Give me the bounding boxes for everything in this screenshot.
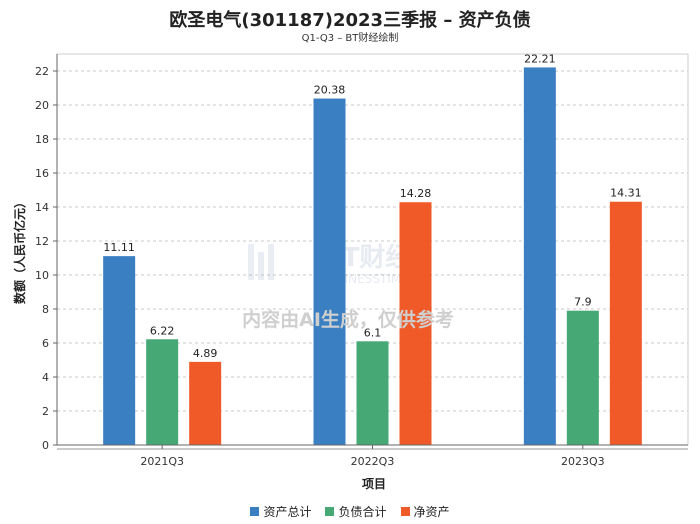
data-label: 4.89 <box>193 347 218 360</box>
y-tick-label: 10 <box>35 269 49 282</box>
y-tick-label: 12 <box>35 235 49 248</box>
legend-item: 净资产 <box>400 503 450 520</box>
legend-item: 资产总计 <box>250 503 311 520</box>
legend-swatch <box>400 507 410 516</box>
data-label: 20.38 <box>314 84 346 97</box>
data-label: 14.31 <box>610 187 642 200</box>
y-tick-label: 18 <box>35 133 49 146</box>
legend-label: 负债合计 <box>338 505 387 519</box>
x-tick-label: 2023Q3 <box>561 455 605 468</box>
bar <box>189 361 222 445</box>
x-tick-label: 2022Q3 <box>351 455 395 468</box>
y-tick-label: 16 <box>35 167 49 180</box>
bar <box>313 98 346 445</box>
data-label: 6.1 <box>364 326 382 339</box>
data-label: 7.9 <box>574 296 592 309</box>
y-tick-label: 14 <box>35 201 49 214</box>
bar <box>523 67 556 446</box>
y-tick-label: 2 <box>42 405 49 418</box>
y-tick-label: 20 <box>35 99 49 112</box>
bar <box>566 310 599 445</box>
y-tick-label: 22 <box>35 65 49 78</box>
value-labels: 11.11 6.22 4.89 20.38 6.1 14.28 22.21 7.9 14.31 <box>103 52 641 359</box>
bar <box>609 201 642 445</box>
bar-chart: BT财经 BUSINESSTIMES 11.116.224.8920.386.1… <box>12 52 689 491</box>
legend-swatch <box>325 507 335 516</box>
y-tick-label: 0 <box>42 439 49 452</box>
chart-subtitle: Q1-Q3 – BT财经绘制 <box>301 33 399 44</box>
y-axis-title: 数额（人民币亿元） <box>12 196 27 304</box>
legend: 资产总计 负债合计 净资产 <box>0 503 700 520</box>
legend-swatch <box>250 507 260 516</box>
bar <box>146 339 179 445</box>
data-label: 6.22 <box>150 324 175 337</box>
chart-title: 欧圣电气(301187)2023三季报 – 资产负债 <box>169 10 531 31</box>
y-tick-label: 6 <box>42 337 49 350</box>
bar <box>103 256 136 445</box>
data-label: 22.21 <box>524 52 556 65</box>
bar <box>356 341 389 445</box>
axes: 0 2 4 6 8 10 12 14 16 18 20 22 2021Q3 2022Q3 2023Q3 <box>35 54 688 468</box>
data-label: 14.28 <box>400 187 432 200</box>
data-label: 11.11 <box>103 241 135 254</box>
x-tick-label: 2021Q3 <box>140 455 184 468</box>
watermark-notice: 内容由AI生成，仅供参考 <box>242 308 454 331</box>
bars <box>103 67 642 446</box>
x-axis-title: 项目 <box>362 477 386 491</box>
legend-label: 净资产 <box>413 505 450 519</box>
watermark-logo-icon <box>248 244 274 280</box>
bar <box>399 202 432 445</box>
y-tick-label: 4 <box>42 371 49 384</box>
legend-item: 负债合计 <box>325 503 387 520</box>
legend-label: 资产总计 <box>263 505 312 519</box>
y-tick-label: 8 <box>42 303 49 316</box>
